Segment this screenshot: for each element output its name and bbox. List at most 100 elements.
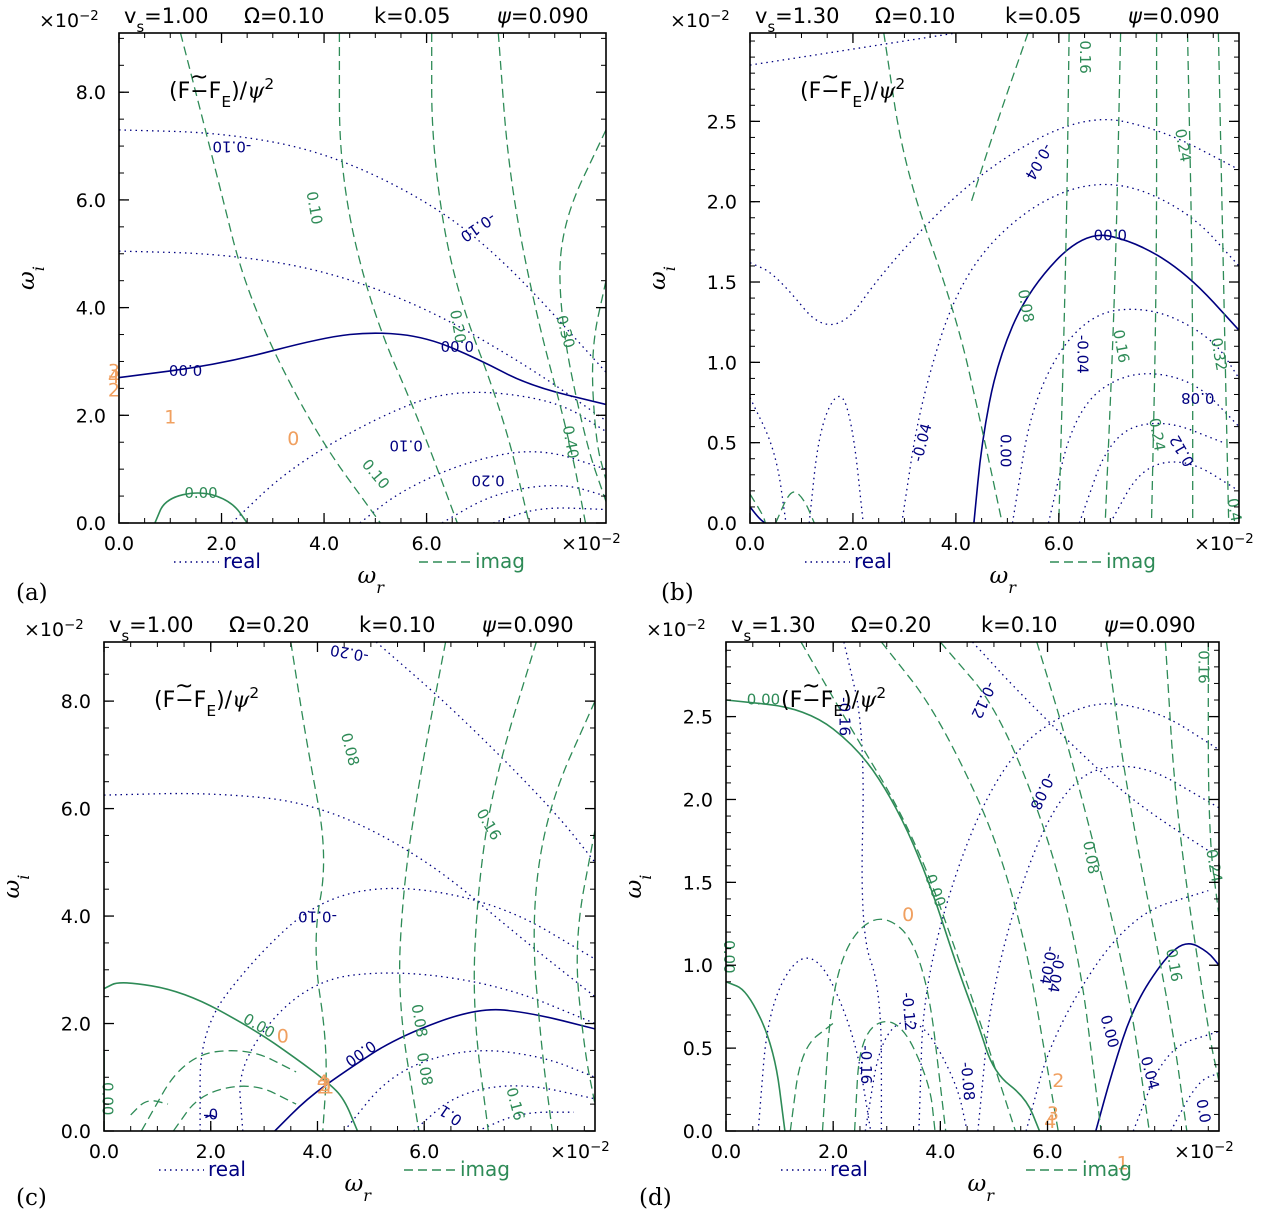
y-multiplier-part: −2: [686, 618, 706, 633]
real-dotted-contour: [757, 957, 872, 1131]
contour-label-real: 0.0: [1192, 1098, 1214, 1125]
y-tick-label: 2.0: [707, 192, 737, 214]
x-axis-label-part: r: [986, 1186, 995, 1205]
x-multiplier: ×10−2: [550, 1140, 610, 1164]
imag-dashed-contour: [179, 33, 381, 523]
axis-ticks: 0.0 2.0 4.0 6.0 0.0 0.5 1.0 1.5 2.0 2.5: [707, 33, 1240, 555]
panel-label: (c): [16, 1185, 47, 1211]
header-psi: ψ=0.090: [1104, 613, 1196, 637]
imag-solid-contour: [104, 982, 359, 1131]
legend: real imag: [159, 1157, 510, 1181]
contour-label-real: 0.12: [1166, 432, 1198, 470]
imag-dashed-contour: [750, 493, 767, 523]
real-dotted-contour: [1078, 422, 1224, 523]
real-dotted-contour: [1170, 1072, 1219, 1131]
formula-part: (: [800, 79, 809, 104]
contour-label-real: 0.00: [441, 337, 474, 355]
contour-label-real: -0.10: [457, 209, 499, 246]
y-multiplier: ×10−2: [646, 618, 706, 642]
imag-dashed-contour: [1186, 33, 1194, 523]
contour-label-real: 0.1: [436, 1101, 466, 1129]
legend-imag-label: imag: [1082, 1157, 1132, 1181]
header-psi-part: ψ: [482, 613, 497, 637]
zero-marker-0: 0: [277, 1025, 289, 1047]
imag-dashed-contour: [1105, 642, 1188, 1131]
y-tick-label: 1.5: [707, 272, 737, 294]
real-dotted-contour: [972, 642, 1219, 859]
contour-label-real: -0.12: [967, 679, 1000, 722]
contour-label-real: -0.16: [857, 1045, 875, 1084]
x-tick-label: 0.0: [104, 533, 134, 555]
panel-label: (b): [661, 580, 694, 606]
x-tick-label: 4.0: [309, 533, 339, 555]
formula-label: (F−FE)/ψ2: [781, 684, 886, 720]
formula-part: E: [852, 93, 862, 111]
y-tick-label: 0.5: [683, 1038, 713, 1060]
y-tick-label: 0.0: [76, 513, 106, 535]
plot-frame: [725, 641, 1220, 1132]
y-multiplier: ×10−2: [24, 618, 84, 642]
contour-label-imag: 0.20: [446, 308, 470, 344]
legend-real-label: real: [854, 549, 892, 573]
contour-label-imag: 0.08: [1079, 839, 1103, 875]
y-tick-label: 0.0: [707, 513, 737, 535]
zero-marker-2: 2: [1052, 1070, 1064, 1092]
axis-ticks: 0.0 2.0 4.0 6.0 0.0 0.5 1.0 1.5 2.0 2.5: [683, 642, 1219, 1163]
contour-label-imag: 0.16: [1109, 328, 1133, 364]
contour-label-real: 0.00: [1097, 1013, 1123, 1050]
x-tick-label: 0.0: [89, 1141, 119, 1163]
header-k: k=0.05: [374, 4, 451, 28]
contour-label-real: -0: [203, 1105, 218, 1123]
imag-dashed-contour: [130, 1100, 169, 1116]
imag-dashed-contour: [880, 642, 1059, 1131]
chart-panel-a: -0.10-0.100.000.000.100.200.100.20 0.300.…: [14, 4, 621, 606]
contour-lines: [104, 642, 595, 1131]
tilde-accent: ~: [175, 674, 193, 699]
real-dotted-contour: [750, 397, 787, 523]
header-vs-part: s: [767, 19, 775, 36]
y-axis-label: ωi: [14, 266, 48, 290]
header-k: k=0.05: [1005, 4, 1082, 28]
x-axis-label-part: r: [376, 578, 385, 597]
x-axis-label-part: r: [1008, 578, 1017, 597]
contour-label-real: -0.10: [212, 138, 251, 156]
imag-solid-contour: [154, 492, 248, 523]
x-multiplier-part: −2: [1234, 532, 1254, 547]
zero-marker-0: 0: [902, 904, 914, 926]
header-vs-part: v: [109, 613, 121, 637]
real-dotted-contour: [119, 250, 606, 422]
x-tick-label: 2.0: [206, 533, 236, 555]
y-tick-label: 6.0: [76, 190, 106, 212]
y-multiplier: ×10−2: [670, 9, 730, 33]
real-solid-contour: [274, 1008, 595, 1131]
x-multiplier: ×10−2: [1174, 1140, 1234, 1164]
y-tick-label: 4.0: [61, 906, 91, 928]
x-tick-label: 0.0: [711, 1141, 741, 1163]
y-tick-label: 4.0: [76, 298, 106, 320]
formula-label: (F−FE)/ψ2: [154, 684, 259, 720]
contour-label-real: 0.00: [1094, 225, 1127, 243]
formula-part: −F: [821, 79, 852, 104]
real-dotted-contour: [750, 118, 1239, 326]
imag-dashed-contour: [338, 33, 458, 523]
header-vs: vs=1.00: [124, 4, 208, 36]
x-multiplier-part: ×10: [561, 533, 601, 555]
formula-part: ψ: [232, 688, 250, 713]
header-psi-part: ψ: [1128, 4, 1143, 28]
x-tick-label: 6.0: [1032, 1141, 1062, 1163]
header-vs-part: v: [731, 613, 743, 637]
y-tick-label: 2.5: [707, 111, 737, 133]
contour-label-imag: 0.32: [1207, 336, 1231, 372]
header-psi: ψ=0.090: [1128, 4, 1220, 28]
y-multiplier-part: −2: [64, 618, 84, 633]
contour-label-imag: 0.4: [1223, 497, 1245, 524]
real-solid-contour: [119, 332, 606, 406]
real-solid-contour: [205, 1114, 217, 1119]
formula-part: 2: [264, 75, 274, 93]
x-tick-label: 4.0: [302, 1141, 332, 1163]
contour-label-imag: 0.08: [408, 1003, 432, 1039]
y-multiplier-part: ×10: [670, 10, 710, 32]
header-vs-part: v: [124, 4, 136, 28]
imag-dashed-contour: [1036, 642, 1150, 1131]
real-dotted-contour: [343, 1050, 595, 1131]
